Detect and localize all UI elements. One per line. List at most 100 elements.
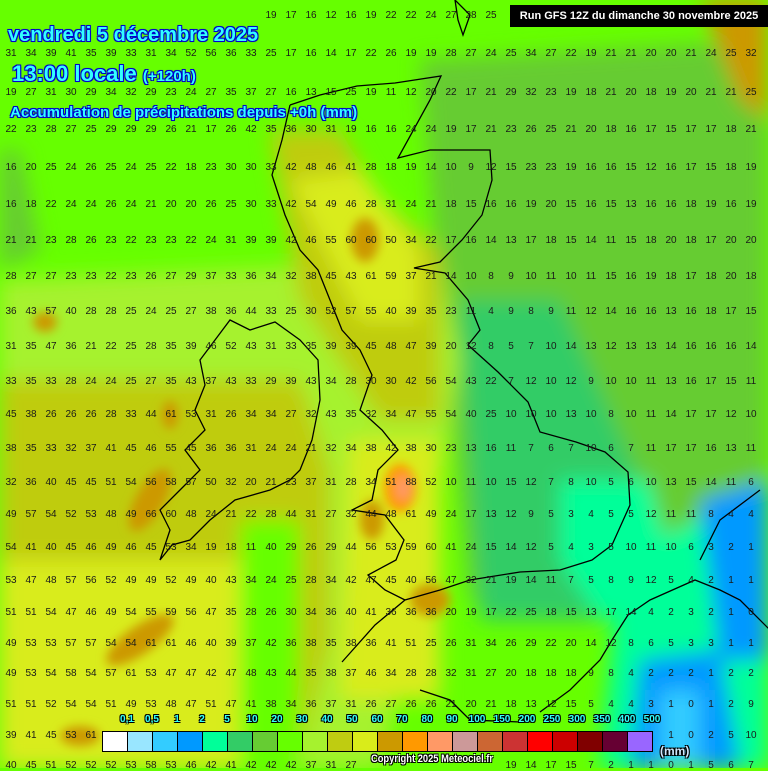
- grid-value: 14: [605, 306, 617, 317]
- grid-value: 8: [488, 271, 494, 282]
- grid-value: 31: [205, 409, 217, 420]
- grid-value: 21: [485, 575, 497, 586]
- grid-value: 53: [5, 575, 17, 586]
- grid-value: 21: [605, 87, 617, 98]
- legend-label: 400: [618, 714, 636, 725]
- grid-value: 40: [65, 306, 77, 317]
- grid-value: 23: [145, 235, 157, 246]
- grid-value: 51: [405, 638, 417, 649]
- grid-value: 34: [325, 376, 337, 387]
- grid-value: 21: [745, 124, 757, 135]
- grid-value: 18: [705, 306, 717, 317]
- grid-value: 14: [625, 607, 637, 618]
- grid-value: 11: [745, 443, 757, 454]
- grid-value: 24: [205, 235, 217, 246]
- grid-value: 16: [725, 199, 737, 210]
- grid-value: 19: [465, 607, 477, 618]
- grid-value: 10: [645, 477, 657, 488]
- grid-value: 20: [565, 638, 577, 649]
- grid-value: 39: [185, 341, 197, 352]
- grid-value: 12: [525, 542, 537, 553]
- grid-value: 29: [125, 124, 137, 135]
- grid-value: 21: [425, 271, 437, 282]
- legend-label: 250: [543, 714, 561, 725]
- grid-value: 7: [588, 760, 594, 771]
- grid-value: 47: [185, 699, 197, 710]
- grid-value: 52: [45, 699, 57, 710]
- grid-value: 19: [345, 124, 357, 135]
- grid-value: 24: [105, 376, 117, 387]
- grid-value: 35: [265, 124, 277, 135]
- grid-value: 54: [65, 699, 77, 710]
- grid-value: 37: [85, 443, 97, 454]
- grid-value: 21: [485, 124, 497, 135]
- grid-value: 21: [225, 509, 237, 520]
- grid-value: 2: [708, 607, 714, 618]
- grid-value: 51: [5, 607, 17, 618]
- legend-swatch: [503, 732, 528, 751]
- grid-value: 28: [305, 575, 317, 586]
- grid-value: 15: [565, 760, 577, 771]
- grid-value: 17: [665, 443, 677, 454]
- grid-value: 36: [365, 638, 377, 649]
- grid-value: 47: [445, 575, 457, 586]
- legend-label: 5: [224, 714, 230, 725]
- grid-value: 42: [205, 760, 217, 771]
- grid-value: 38: [405, 443, 417, 454]
- grid-value: 29: [105, 124, 117, 135]
- grid-value: 39: [265, 235, 277, 246]
- grid-value: 25: [225, 199, 237, 210]
- grid-value: 20: [625, 87, 637, 98]
- grid-value: 33: [265, 306, 277, 317]
- grid-value: 16: [465, 235, 477, 246]
- grid-value: 26: [385, 48, 397, 59]
- grid-value: 9: [528, 509, 534, 520]
- grid-value: 13: [645, 341, 657, 352]
- grid-value: 17: [285, 10, 297, 21]
- grid-value: 7: [628, 443, 634, 454]
- grid-value: 36: [225, 306, 237, 317]
- grid-value: 10: [445, 477, 457, 488]
- grid-value: 44: [345, 542, 357, 553]
- grid-value: 34: [245, 409, 257, 420]
- grid-value: 19: [365, 87, 377, 98]
- grid-value: 20: [445, 341, 457, 352]
- grid-value: 14: [525, 760, 537, 771]
- grid-value: 28: [65, 376, 77, 387]
- grid-value: 11: [745, 376, 757, 387]
- grid-value: 27: [445, 10, 457, 21]
- grid-value: 19: [405, 162, 417, 173]
- grid-value: 13: [585, 607, 597, 618]
- grid-value: 29: [85, 87, 97, 98]
- grid-value: 35: [25, 376, 37, 387]
- grid-value: 37: [205, 271, 217, 282]
- grid-value: 11: [505, 443, 517, 454]
- grid-value: 48: [245, 668, 257, 679]
- grid-value: 4: [628, 668, 634, 679]
- legend-swatch: [303, 732, 328, 751]
- grid-value: 13: [505, 235, 517, 246]
- grid-value: 21: [565, 124, 577, 135]
- grid-value: 44: [145, 409, 157, 420]
- grid-value: 9: [508, 271, 514, 282]
- legend-label: 40: [321, 714, 333, 725]
- grid-value: 13: [665, 376, 677, 387]
- grid-value: 27: [385, 699, 397, 710]
- grid-value: 2: [668, 607, 674, 618]
- grid-value: 22: [405, 10, 417, 21]
- grid-value: 10: [445, 162, 457, 173]
- grid-value: 17: [285, 48, 297, 59]
- grid-value: 66: [145, 509, 157, 520]
- grid-value: 1: [648, 760, 654, 771]
- grid-value: 33: [5, 376, 17, 387]
- grid-value: 43: [305, 376, 317, 387]
- grid-value: 55: [325, 235, 337, 246]
- grid-value: 51: [205, 699, 217, 710]
- grid-value: 24: [465, 542, 477, 553]
- grid-value: 49: [105, 607, 117, 618]
- grid-value: 8: [488, 341, 494, 352]
- grid-value: 60: [165, 509, 177, 520]
- grid-value: 19: [205, 542, 217, 553]
- grid-value: 45: [365, 341, 377, 352]
- grid-value: 10: [565, 271, 577, 282]
